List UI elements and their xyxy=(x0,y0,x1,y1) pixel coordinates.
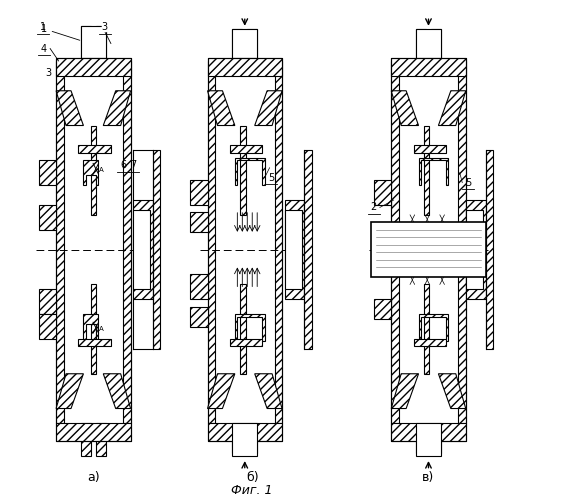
Bar xyxy=(304,150,312,349)
Polygon shape xyxy=(255,374,282,408)
Bar xyxy=(39,205,56,230)
Bar xyxy=(391,61,399,424)
Polygon shape xyxy=(419,158,448,185)
Polygon shape xyxy=(391,374,419,408)
Bar xyxy=(284,210,302,290)
Bar xyxy=(133,210,150,290)
Text: A: A xyxy=(100,326,104,332)
Bar xyxy=(232,424,257,456)
Bar xyxy=(91,284,96,374)
Bar xyxy=(81,26,91,58)
Text: 1: 1 xyxy=(40,24,80,40)
Bar xyxy=(208,58,282,76)
Bar xyxy=(81,424,91,456)
Bar xyxy=(374,300,391,319)
Bar xyxy=(190,212,208,233)
Bar xyxy=(81,26,106,58)
Polygon shape xyxy=(56,91,84,126)
Bar xyxy=(431,28,441,58)
Bar xyxy=(248,28,257,58)
Polygon shape xyxy=(419,314,448,342)
Bar xyxy=(416,441,426,453)
Polygon shape xyxy=(255,91,282,126)
Bar xyxy=(374,180,391,205)
Text: 5: 5 xyxy=(268,172,274,182)
Bar xyxy=(79,146,111,153)
Polygon shape xyxy=(235,314,265,342)
Bar xyxy=(284,200,304,300)
Polygon shape xyxy=(208,91,235,126)
Text: 3: 3 xyxy=(46,68,52,78)
Bar xyxy=(153,150,160,349)
Text: в): в) xyxy=(422,470,435,484)
Bar xyxy=(465,210,483,290)
Bar xyxy=(232,28,242,58)
Text: а): а) xyxy=(87,470,100,484)
Text: 7: 7 xyxy=(130,160,136,170)
Bar xyxy=(232,441,242,453)
Bar xyxy=(458,61,465,424)
Text: A: A xyxy=(100,167,104,173)
Bar xyxy=(485,150,493,349)
Text: 2: 2 xyxy=(371,202,377,212)
Bar xyxy=(208,424,282,441)
Text: 4: 4 xyxy=(40,44,47,54)
Bar xyxy=(190,274,208,299)
Polygon shape xyxy=(438,91,465,126)
Polygon shape xyxy=(84,160,98,185)
Bar xyxy=(123,61,131,424)
Bar xyxy=(275,61,282,424)
Text: Фиг. 1: Фиг. 1 xyxy=(232,484,273,497)
Polygon shape xyxy=(56,374,84,408)
Bar xyxy=(56,424,131,441)
Text: б): б) xyxy=(246,470,258,484)
Bar xyxy=(230,339,262,346)
Polygon shape xyxy=(391,91,419,126)
Bar xyxy=(416,28,441,58)
Text: 6: 6 xyxy=(120,160,126,170)
Bar xyxy=(414,146,446,153)
Bar xyxy=(79,339,111,346)
Bar xyxy=(391,58,465,76)
Polygon shape xyxy=(104,374,131,408)
Polygon shape xyxy=(84,314,98,339)
Bar xyxy=(240,284,246,374)
Bar xyxy=(96,26,106,58)
Bar xyxy=(208,61,215,424)
Bar xyxy=(190,180,208,205)
Bar xyxy=(414,339,446,346)
Polygon shape xyxy=(208,374,235,408)
Polygon shape xyxy=(104,91,131,126)
Polygon shape xyxy=(235,158,265,185)
Bar xyxy=(56,61,64,424)
Bar xyxy=(39,160,56,185)
Bar xyxy=(431,441,441,453)
Bar xyxy=(416,424,441,456)
Bar xyxy=(133,200,153,300)
Bar xyxy=(230,146,262,153)
Bar xyxy=(391,424,465,441)
Text: 1: 1 xyxy=(40,22,46,32)
Bar xyxy=(39,314,56,339)
Bar xyxy=(39,290,56,314)
Bar xyxy=(91,126,96,215)
Text: 3: 3 xyxy=(102,22,108,32)
Polygon shape xyxy=(438,374,465,408)
Bar xyxy=(56,58,131,76)
Bar xyxy=(416,28,426,58)
Bar xyxy=(240,126,246,215)
Bar xyxy=(190,306,208,326)
Text: 5: 5 xyxy=(465,178,471,188)
Bar xyxy=(232,28,257,58)
Bar xyxy=(423,126,430,215)
Bar xyxy=(372,222,485,277)
Bar xyxy=(465,200,485,300)
Bar xyxy=(96,424,106,456)
Bar xyxy=(248,441,257,453)
Bar xyxy=(423,284,430,374)
